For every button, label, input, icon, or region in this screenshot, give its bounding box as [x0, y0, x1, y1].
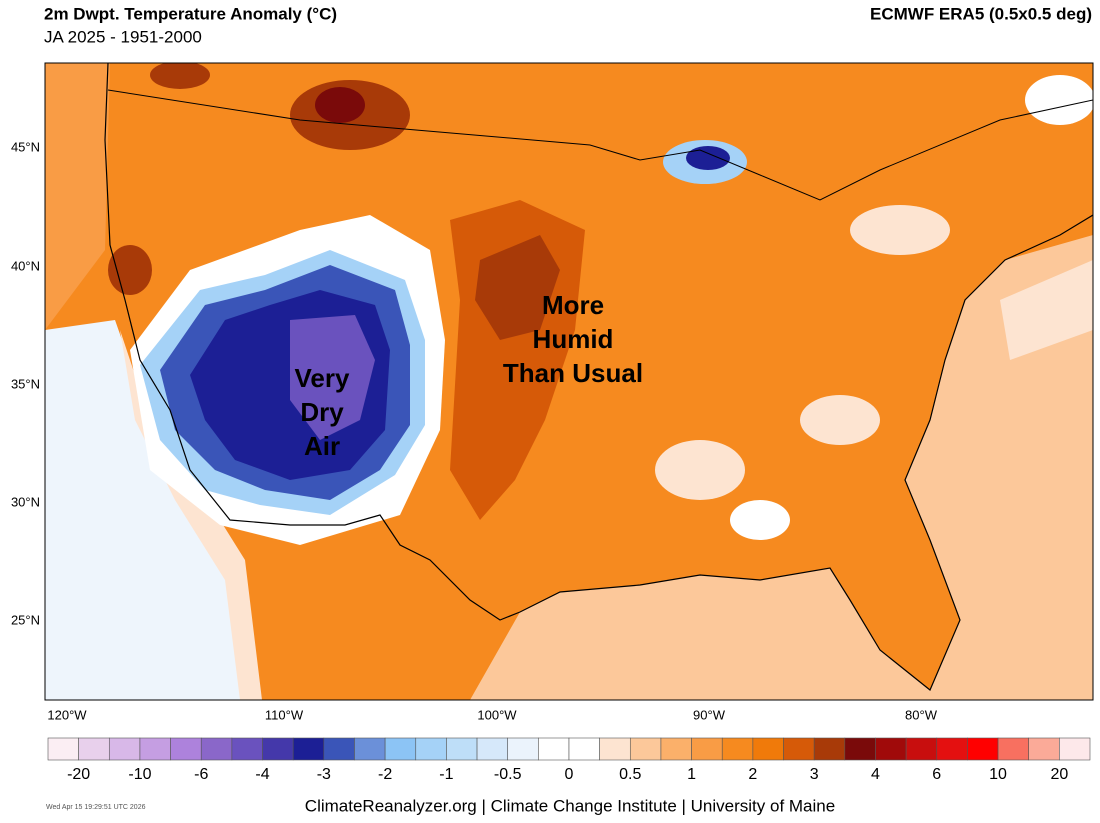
- colorbar-label: 3: [810, 766, 819, 783]
- moist-anomaly: [150, 63, 210, 89]
- colorbar-swatch: [783, 737, 815, 761]
- colorbar-swatch: [936, 737, 968, 761]
- colorbar-swatch: [967, 737, 999, 761]
- lat-label: 25°N: [11, 612, 40, 627]
- colorbar-swatch: [170, 737, 202, 761]
- annotation: Air: [304, 431, 340, 461]
- colorbar-label: 0.5: [619, 766, 641, 783]
- colorbar-label: 2: [748, 766, 757, 783]
- colorbar-label: 6: [932, 766, 941, 783]
- colorbar-label: -3: [317, 766, 331, 783]
- colorbar-swatch: [200, 737, 233, 761]
- moist-anomaly: [108, 245, 152, 295]
- annotation: Very: [295, 363, 350, 393]
- weak-anomaly: [850, 205, 950, 255]
- colorbar-swatch: [905, 737, 938, 761]
- moist-anomaly: [475, 235, 560, 340]
- ocean-anomaly: [45, 320, 255, 700]
- colorbar-swatch: [139, 737, 171, 761]
- credit: ClimateReanalyzer.org | Climate Change I…: [305, 796, 835, 815]
- colorbar-label: -2: [378, 766, 392, 783]
- map-labels: 45°N 40°N 35°N 30°N 25°N 120°W 110°W 100°W 90°W 8…: [11, 139, 938, 722]
- colorbar-label: 0: [565, 766, 574, 783]
- lon-label: 90°W: [693, 707, 726, 722]
- colorbar-label: -20: [67, 766, 90, 783]
- colorbar-label: 20: [1050, 766, 1068, 783]
- colorbar-swatch: [1059, 737, 1091, 761]
- colorbar-label: 1: [687, 766, 696, 783]
- ocean-anomaly: [1000, 260, 1093, 360]
- colorbar-swatch: [752, 737, 784, 761]
- colorbar-swatch: [599, 737, 631, 761]
- weak-anomaly: [730, 500, 790, 540]
- colorbar-label: 10: [989, 766, 1007, 783]
- colorbar-label: -0.5: [494, 766, 522, 783]
- colorbar-swatch: [476, 737, 509, 761]
- colorbar-swatch: [691, 737, 723, 761]
- annotation: Humid: [533, 324, 614, 354]
- colorbar-swatch: [721, 737, 754, 761]
- lon-label: 120°W: [47, 707, 87, 722]
- coast-anomaly: [120, 330, 262, 700]
- colorbar: -20 -10 -6 -4 -3 -2 -1 -0.5 0 0.5 1 2 3 4 6 10 20: [47, 737, 1091, 783]
- map-field: [45, 63, 1093, 700]
- colorbar-swatch: [415, 737, 447, 761]
- lat-label: 35°N: [11, 376, 40, 391]
- colorbar-swatch: [231, 737, 263, 761]
- colorbar-swatch: [629, 737, 662, 761]
- colorbar-swatch: [813, 737, 846, 761]
- colorbar-swatch: [108, 737, 141, 761]
- coastline: [104, 63, 1093, 691]
- colorbar-swatch: [384, 737, 417, 761]
- colorbar-swatch: [354, 737, 386, 761]
- colorbar-swatch: [446, 737, 478, 761]
- colorbar-label: -10: [128, 766, 151, 783]
- lon-label: 80°W: [905, 707, 938, 722]
- weak-anomaly: [1025, 75, 1093, 125]
- colorbar-label: 4: [871, 766, 880, 783]
- timestamp: Wed Apr 15 19:29:51 UTC 2026: [46, 804, 146, 811]
- colorbar-swatch: [47, 737, 79, 761]
- ocean-anomaly: [470, 235, 1093, 700]
- lon-label: 110°W: [265, 707, 304, 722]
- lon-label: 100°W: [477, 707, 517, 722]
- weak-anomaly: [800, 395, 880, 445]
- annotation: More: [542, 290, 604, 320]
- colorbar-swatch: [997, 737, 1030, 761]
- lat-label: 30°N: [11, 494, 40, 509]
- colorbar-swatch: [78, 737, 110, 761]
- dry-anomaly: [686, 146, 730, 170]
- weak-anomaly: [655, 440, 745, 500]
- colorbar-swatch: [568, 737, 600, 761]
- colorbar-swatch: [844, 737, 876, 761]
- subtitle: JA 2025 - 1951-2000: [44, 27, 202, 46]
- colorbar-swatch: [262, 737, 294, 761]
- colorbar-swatch: [875, 737, 907, 761]
- annotation: Than Usual: [503, 358, 643, 388]
- colorbar-swatch: [507, 737, 539, 761]
- ocean-anomaly: [45, 63, 110, 330]
- dry-anomaly: [290, 315, 375, 440]
- source: ECMWF ERA5 (0.5x0.5 deg): [870, 4, 1092, 23]
- moist-anomaly: [315, 87, 365, 123]
- border: [107, 89, 1093, 201]
- lat-label: 45°N: [11, 139, 40, 154]
- colorbar-label: -6: [194, 766, 208, 783]
- colorbar-swatch: [1028, 737, 1060, 761]
- title: 2m Dwpt. Temperature Anomaly (°C): [44, 4, 337, 23]
- colorbar-swatch: [538, 737, 570, 761]
- colorbar-swatch: [292, 737, 325, 761]
- annotation: Dry: [300, 397, 344, 427]
- colorbar-swatch: [660, 737, 692, 761]
- colorbar-label: -1: [439, 766, 453, 783]
- map-frame: [44, 62, 1094, 701]
- lat-label: 40°N: [11, 258, 40, 273]
- colorbar-label: -4: [255, 766, 269, 783]
- colorbar-swatch: [323, 737, 355, 761]
